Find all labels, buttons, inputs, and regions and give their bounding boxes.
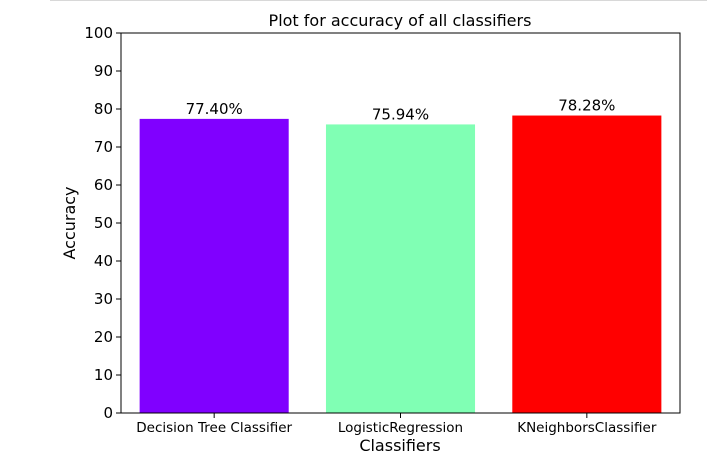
bar-value-label: 77.40%: [186, 100, 243, 118]
y-tick-label: 60: [94, 176, 113, 194]
y-tick-label: 70: [94, 138, 113, 156]
y-tick-label: 40: [94, 252, 113, 270]
x-axis: Decision Tree Classifier LogisticRegressi…: [136, 413, 657, 436]
y-tick-label: 80: [94, 100, 113, 118]
y-tick-label: 20: [94, 328, 113, 346]
y-tick-label: 100: [84, 24, 113, 42]
x-tick-label: KNeighborsClassifier: [517, 420, 657, 436]
bar: [512, 115, 662, 413]
y-axis: 0 10 20 30 40 50 60 70 80 90 100: [84, 24, 121, 422]
y-axis-label: Accuracy: [60, 186, 79, 259]
bars-group: 77.40% 75.94% 78.28%: [139, 97, 662, 413]
x-tick-label: Decision Tree Classifier: [136, 420, 292, 436]
bar: [325, 124, 476, 413]
y-tick-label: 90: [94, 62, 113, 80]
bar: [139, 118, 289, 413]
x-tick-label: LogisticRegression: [338, 420, 463, 436]
y-tick-label: 50: [94, 214, 113, 232]
bar-value-label: 75.94%: [372, 105, 429, 123]
bar-value-label: 78.28%: [558, 97, 615, 115]
top-divider: [50, 0, 707, 1]
y-tick-label: 30: [94, 290, 113, 308]
y-tick-label: 10: [94, 366, 113, 384]
chart-title: Plot for accuracy of all classifiers: [269, 11, 532, 30]
plot-frame: [120, 32, 681, 414]
y-tick-label: 0: [103, 404, 113, 422]
x-axis-label: Classifiers: [359, 436, 440, 455]
